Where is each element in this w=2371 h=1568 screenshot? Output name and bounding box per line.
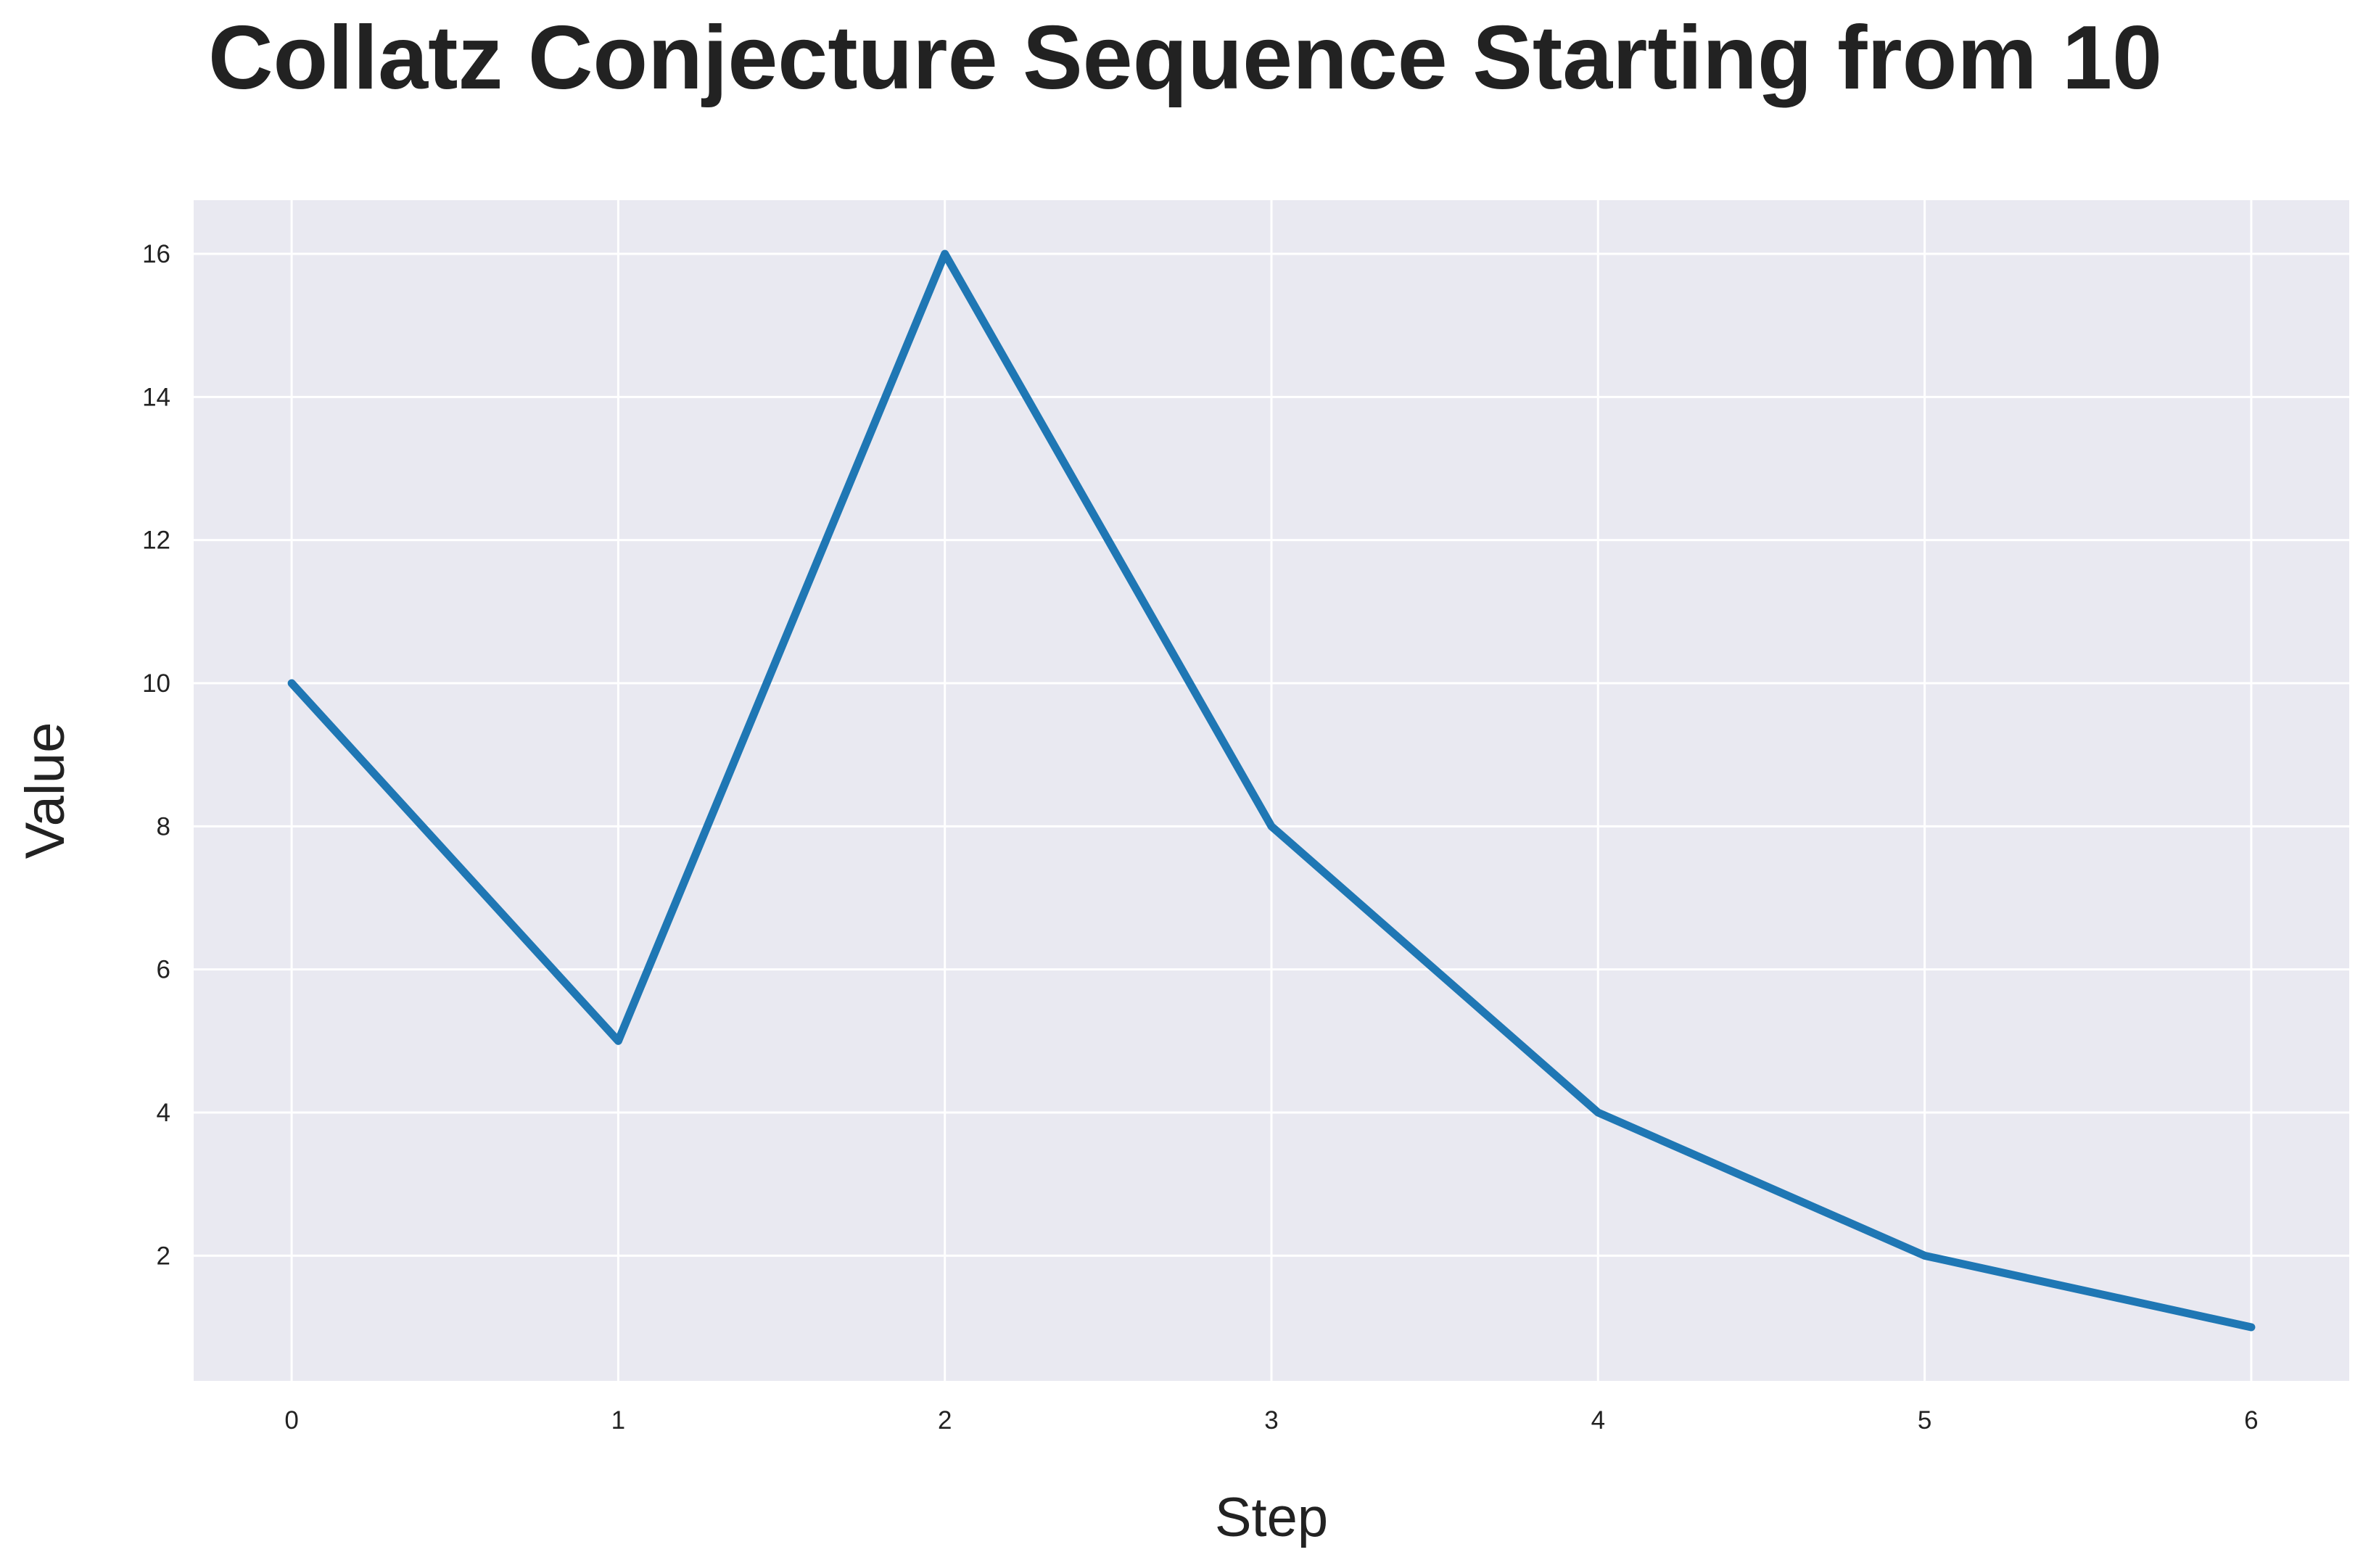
y-tick-label: 6 — [157, 956, 170, 984]
y-tick-label: 12 — [142, 527, 170, 555]
x-tick-label: 5 — [1918, 1406, 1931, 1435]
y-tick-labels: 2 4 6 8 10 12 14 16 — [142, 240, 170, 1270]
y-tick-label: 10 — [142, 669, 170, 698]
y-axis-label: Value — [15, 722, 76, 859]
y-tick-label: 14 — [142, 383, 170, 411]
series-line — [287, 249, 2256, 1332]
data-series — [287, 249, 2256, 1332]
y-tick-label: 2 — [157, 1242, 170, 1270]
x-tick-labels: 0 1 2 3 4 5 6 — [284, 1406, 2258, 1435]
x-tick-label: 1 — [611, 1406, 625, 1435]
y-tick-label: 8 — [157, 812, 170, 841]
x-tick-label: 2 — [938, 1406, 952, 1435]
x-tick-label: 3 — [1264, 1406, 1278, 1435]
x-tick-label: 0 — [284, 1406, 298, 1435]
x-tick-label: 4 — [1591, 1406, 1605, 1435]
y-tick-label: 16 — [142, 240, 170, 268]
y-tick-label: 4 — [157, 1099, 170, 1127]
chart-title: Collatz Conjecture Sequence Starting fro… — [208, 8, 2162, 108]
x-axis-label: Step — [1215, 1487, 1328, 1548]
x-tick-label: 6 — [2244, 1406, 2258, 1435]
